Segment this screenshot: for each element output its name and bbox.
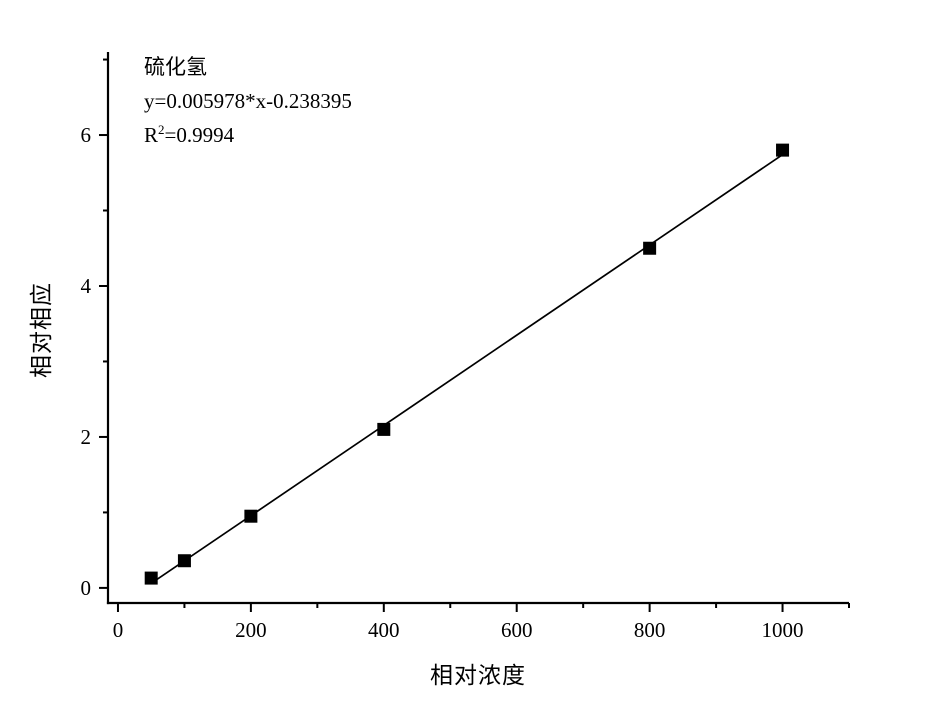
data-point-marker <box>377 422 391 436</box>
x-tick-label: 1000 <box>762 618 804 642</box>
x-tick-label: 200 <box>235 618 267 642</box>
data-point-marker <box>144 571 158 585</box>
y-tick-label: 6 <box>81 123 92 147</box>
annotation-equation: y=0.005978*x-0.238395 <box>144 89 352 113</box>
x-tick-label: 600 <box>501 618 533 642</box>
x-tick-label: 400 <box>368 618 400 642</box>
x-tick-label: 0 <box>113 618 124 642</box>
annotation-r-squared: R2=0.9994 <box>144 118 352 152</box>
r-squared-value: =0.9994 <box>164 123 235 147</box>
y-tick-label: 0 <box>81 576 92 600</box>
data-point-marker <box>177 554 191 568</box>
annotation-block: 硫化氢 y=0.005978*x-0.238395 R2=0.9994 <box>144 50 352 152</box>
r-squared-base: R <box>144 123 159 147</box>
y-tick-label: 2 <box>81 425 92 449</box>
y-tick-label: 4 <box>81 274 92 298</box>
x-tick-label: 800 <box>634 618 666 642</box>
y-axis-title: 相对相应 <box>29 282 54 378</box>
data-point-marker <box>244 509 258 523</box>
x-axis-title: 相对浓度 <box>430 663 526 688</box>
r-squared-exponent: 2 <box>158 122 165 137</box>
data-point-marker <box>776 143 790 157</box>
data-point-marker <box>643 241 657 255</box>
annotation-series-title: 硫化氢 <box>144 55 207 79</box>
